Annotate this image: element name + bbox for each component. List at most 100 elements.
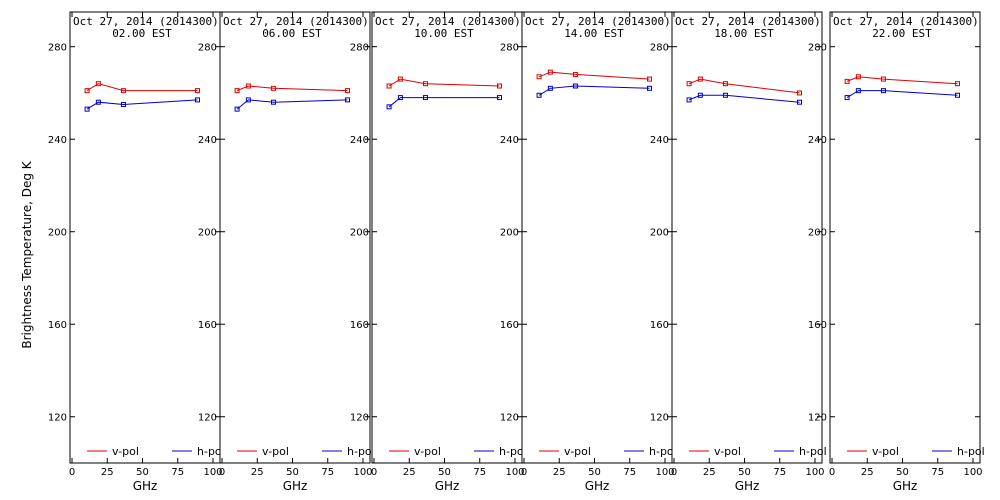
y-tick-label: 240 bbox=[500, 135, 519, 146]
y-tick-label: 280 bbox=[500, 43, 519, 54]
series-line-v-pol bbox=[236, 85, 348, 92]
panel-time-title: 10.00 EST bbox=[414, 27, 474, 40]
y-tick-label: 120 bbox=[650, 413, 669, 424]
y-tick-label: 160 bbox=[500, 320, 519, 331]
data-point-h-pol bbox=[954, 92, 960, 98]
series-line-h-pol bbox=[388, 97, 500, 108]
legend-label-v-pol: v-pol bbox=[564, 445, 591, 458]
series-line-v-pol bbox=[86, 83, 198, 92]
legend-label-h-pol: h-pol bbox=[649, 445, 677, 458]
data-point-v-pol bbox=[796, 90, 802, 96]
data-point-v-pol bbox=[844, 78, 850, 84]
y-tick-label: 160 bbox=[808, 320, 827, 331]
series-line-h-pol bbox=[688, 94, 800, 103]
data-point-v-pol bbox=[536, 74, 542, 80]
data-point-h-pol bbox=[844, 95, 850, 101]
data-point-h-pol bbox=[234, 106, 240, 112]
panel-date-title: Oct 27, 2014 (2014300) bbox=[375, 15, 521, 28]
legend-label-h-pol: h-pol bbox=[799, 445, 827, 458]
data-point-v-pol bbox=[722, 81, 728, 87]
x-axis-label: GHz bbox=[435, 479, 460, 493]
x-tick-label: 100 bbox=[963, 467, 982, 478]
x-tick-label: 25 bbox=[403, 467, 416, 478]
data-point-v-pol bbox=[397, 76, 403, 82]
x-tick-label: 50 bbox=[438, 467, 451, 478]
x-tick-label: 25 bbox=[251, 467, 264, 478]
x-tick-label: 25 bbox=[703, 467, 716, 478]
data-point-h-pol bbox=[270, 99, 276, 105]
panel-date-title: Oct 27, 2014 (2014300) bbox=[73, 15, 219, 28]
data-point-v-pol bbox=[120, 88, 126, 94]
x-tick-label: 50 bbox=[286, 467, 299, 478]
data-point-h-pol bbox=[245, 97, 251, 103]
y-tick-label: 280 bbox=[48, 43, 67, 54]
panel-frame bbox=[69, 11, 221, 464]
x-tick-label: 100 bbox=[203, 467, 222, 478]
data-point-v-pol bbox=[386, 83, 392, 89]
data-point-h-pol bbox=[686, 97, 692, 103]
data-point-v-pol bbox=[547, 69, 553, 75]
data-point-h-pol bbox=[697, 92, 703, 98]
panel-4: Oct 27, 2014 (2014300)14.00 EST 120 160 200… bbox=[500, 11, 677, 493]
x-tick-label: 75 bbox=[623, 467, 636, 478]
data-point-v-pol bbox=[697, 76, 703, 82]
y-tick-label: 120 bbox=[48, 413, 67, 424]
data-point-v-pol bbox=[686, 81, 692, 87]
x-tick-label: 100 bbox=[505, 467, 524, 478]
x-tick-label: 100 bbox=[353, 467, 372, 478]
y-tick-label: 240 bbox=[198, 135, 217, 146]
data-point-v-pol bbox=[95, 81, 101, 87]
x-tick-label: 25 bbox=[101, 467, 114, 478]
data-point-h-pol bbox=[496, 95, 502, 101]
data-point-v-pol bbox=[646, 76, 652, 82]
panel-time-title: 14.00 EST bbox=[564, 27, 624, 40]
x-axis-label: GHz bbox=[283, 479, 308, 493]
panel-date-title: Oct 27, 2014 (2014300) bbox=[525, 15, 671, 28]
y-tick-label: 240 bbox=[650, 135, 669, 146]
x-tick-label: 25 bbox=[861, 467, 874, 478]
series-line-v-pol bbox=[846, 76, 958, 85]
y-tick-label: 120 bbox=[500, 413, 519, 424]
panel-time-title: 06.00 EST bbox=[262, 27, 322, 40]
legend-label-h-pol: h-pol bbox=[197, 445, 225, 458]
series-line-v-pol bbox=[538, 71, 650, 80]
x-tick-label: 0 bbox=[829, 467, 835, 478]
legend-label-v-pol: v-pol bbox=[112, 445, 139, 458]
data-point-v-pol bbox=[270, 85, 276, 91]
data-point-v-pol bbox=[954, 81, 960, 87]
y-tick-label: 200 bbox=[48, 228, 67, 239]
y-tick-label: 200 bbox=[500, 228, 519, 239]
panel-6: Oct 27, 2014 (2014300)22.00 EST 120 160 200… bbox=[808, 11, 985, 493]
y-tick-label: 280 bbox=[650, 43, 669, 54]
y-tick-label: 120 bbox=[198, 413, 217, 424]
x-tick-label: 0 bbox=[671, 467, 677, 478]
panel-date-title: Oct 27, 2014 (2014300) bbox=[223, 15, 369, 28]
x-tick-label: 75 bbox=[931, 467, 944, 478]
x-tick-label: 0 bbox=[371, 467, 377, 478]
panel-1: Oct 27, 2014 (2014300)02.00 EST 120 160 200… bbox=[48, 11, 225, 493]
data-point-v-pol bbox=[855, 74, 861, 80]
data-point-h-pol bbox=[194, 97, 200, 103]
legend-label-v-pol: v-pol bbox=[414, 445, 441, 458]
panel-date-title: Oct 27, 2014 (2014300) bbox=[675, 15, 821, 28]
data-point-v-pol bbox=[422, 81, 428, 87]
y-tick-label: 200 bbox=[198, 228, 217, 239]
x-tick-label: 50 bbox=[738, 467, 751, 478]
data-point-h-pol bbox=[855, 88, 861, 94]
data-point-h-pol bbox=[120, 102, 126, 108]
x-tick-label: 75 bbox=[473, 467, 486, 478]
legend-label-v-pol: v-pol bbox=[872, 445, 899, 458]
x-tick-label: 75 bbox=[171, 467, 184, 478]
legend-label-h-pol: h-pol bbox=[499, 445, 527, 458]
y-tick-label: 120 bbox=[808, 413, 827, 424]
y-tick-label: 160 bbox=[650, 320, 669, 331]
data-point-h-pol bbox=[397, 95, 403, 101]
data-point-h-pol bbox=[536, 92, 542, 98]
y-tick-label: 280 bbox=[198, 43, 217, 54]
series-line-h-pol bbox=[846, 90, 958, 99]
series-line-v-pol bbox=[388, 78, 500, 87]
x-tick-label: 75 bbox=[321, 467, 334, 478]
data-point-h-pol bbox=[796, 99, 802, 105]
y-tick-label: 240 bbox=[350, 135, 369, 146]
